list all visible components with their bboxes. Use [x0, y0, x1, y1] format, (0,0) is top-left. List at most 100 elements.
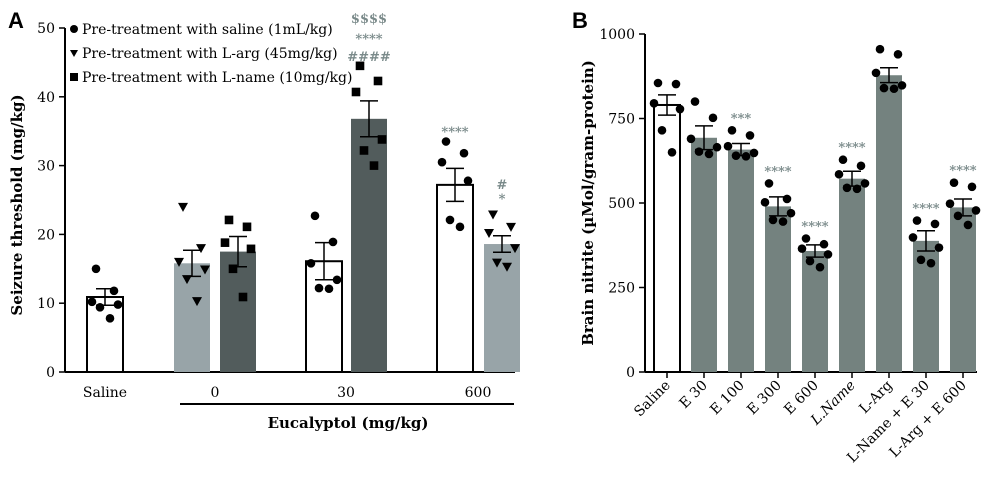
data-point — [667, 148, 677, 157]
panel-a-y-axis-label: Seizure threshold (mg/kg) — [8, 94, 26, 315]
panel-b-y-tick-label: 250 — [608, 281, 635, 297]
data-point — [109, 286, 119, 296]
data-point — [228, 264, 238, 274]
data-point — [893, 49, 903, 59]
data-point — [224, 215, 234, 225]
data-point — [731, 151, 741, 160]
data-point — [805, 256, 815, 266]
significance-marker: **** — [949, 164, 976, 179]
significance-marker: #### — [347, 50, 391, 65]
data-point — [764, 179, 774, 188]
data-point — [786, 208, 796, 218]
data-point — [653, 78, 663, 88]
data-point — [373, 76, 383, 86]
data-point — [801, 234, 811, 243]
data-point — [797, 244, 807, 253]
bar-0-larg — [174, 263, 210, 372]
panel-a-label: A — [8, 8, 24, 33]
data-point — [967, 182, 977, 192]
significance-marker: *** — [731, 111, 752, 126]
data-point — [246, 244, 256, 254]
data-point — [823, 250, 833, 259]
data-point — [694, 147, 704, 156]
data-point — [897, 81, 907, 90]
data-point — [852, 184, 862, 194]
data-point — [484, 229, 494, 239]
panel-b-y-tick-label: 1000 — [599, 27, 635, 43]
data-point — [912, 216, 922, 225]
panel-b-y-tick-label: 750 — [608, 112, 635, 128]
panel-b-plot: 0 250 500 750 1000 Saline E 30E 100 *** E 300 ***… — [599, 27, 981, 466]
data-point — [649, 98, 659, 108]
significance-marker: **** — [912, 202, 939, 217]
data-point — [745, 131, 755, 140]
data-point — [741, 152, 751, 161]
panel-a-y-tick-label: 10 — [37, 296, 55, 312]
data-point — [860, 179, 870, 188]
panel-a-plot: 0 10 20 30 40 50 Saline 0 30 600 $$$$ **** #### **** #… — [37, 12, 520, 405]
error-bar — [917, 229, 935, 252]
data-point — [196, 244, 206, 254]
panel-b-y-tick-label: 0 — [626, 365, 635, 381]
significance-marker: $$$$ — [351, 12, 387, 27]
panel-a-legend: Pre-treatment with saline (1mL/kg) Pre-t… — [70, 22, 352, 86]
data-point — [760, 198, 770, 207]
panel-b-x-tick-label: E 100 — [707, 378, 748, 419]
data-point — [953, 211, 963, 221]
data-point — [174, 257, 184, 267]
legend-triangle-marker — [70, 50, 78, 57]
data-point — [369, 161, 379, 170]
bar-Saline-saline — [86, 296, 124, 373]
data-point — [238, 292, 248, 302]
error-bar — [446, 167, 464, 203]
data-point — [690, 97, 700, 106]
bar-30-lname — [351, 118, 387, 372]
bar-l-arg — [876, 75, 902, 373]
data-point — [971, 206, 981, 215]
error-bar — [493, 235, 511, 254]
data-point — [879, 83, 889, 93]
data-point — [657, 126, 667, 135]
data-point — [708, 113, 718, 123]
panel-a-group-label: Saline — [83, 385, 127, 401]
data-point — [782, 194, 792, 204]
panel-a-y-tick-label: 40 — [37, 90, 55, 106]
data-point — [445, 215, 455, 225]
bar-e-30 — [691, 137, 717, 372]
data-point — [306, 258, 316, 268]
data-point — [749, 148, 759, 158]
legend-item-lname: Pre-treatment with L-name (10mg/kg) — [82, 70, 352, 86]
bar-l-arg-e-600 — [950, 207, 976, 372]
panel-b-label: B — [572, 8, 588, 33]
data-point — [502, 262, 512, 272]
panel-b-x-tick-label: E 30 — [677, 378, 711, 412]
data-point — [492, 258, 502, 268]
significance-marker: **** — [355, 32, 382, 47]
data-point — [889, 84, 899, 94]
data-point — [778, 217, 788, 226]
data-point — [723, 141, 733, 151]
data-point — [949, 178, 959, 188]
panel-a-y-tick-label: 20 — [37, 227, 55, 243]
data-point — [220, 238, 230, 247]
data-point — [488, 210, 498, 220]
data-point — [856, 161, 866, 171]
data-point — [945, 199, 955, 208]
data-point — [675, 104, 685, 114]
data-point — [178, 202, 188, 212]
data-point — [908, 233, 918, 242]
panel-a-x-axis-label: Eucalyptol (mg/kg) — [268, 414, 429, 432]
data-point — [242, 222, 252, 232]
panel-a-group-label: 600 — [465, 385, 492, 401]
data-point — [377, 135, 387, 144]
data-point — [328, 237, 338, 247]
data-point — [91, 264, 101, 274]
data-point — [192, 297, 202, 307]
data-point — [875, 44, 885, 54]
data-point — [727, 126, 737, 135]
data-point — [963, 220, 973, 230]
panel-b-x-tick-label: E 300 — [744, 378, 785, 419]
bar-600-larg — [484, 244, 520, 372]
panel-a-y-tick-label: 0 — [46, 365, 55, 381]
